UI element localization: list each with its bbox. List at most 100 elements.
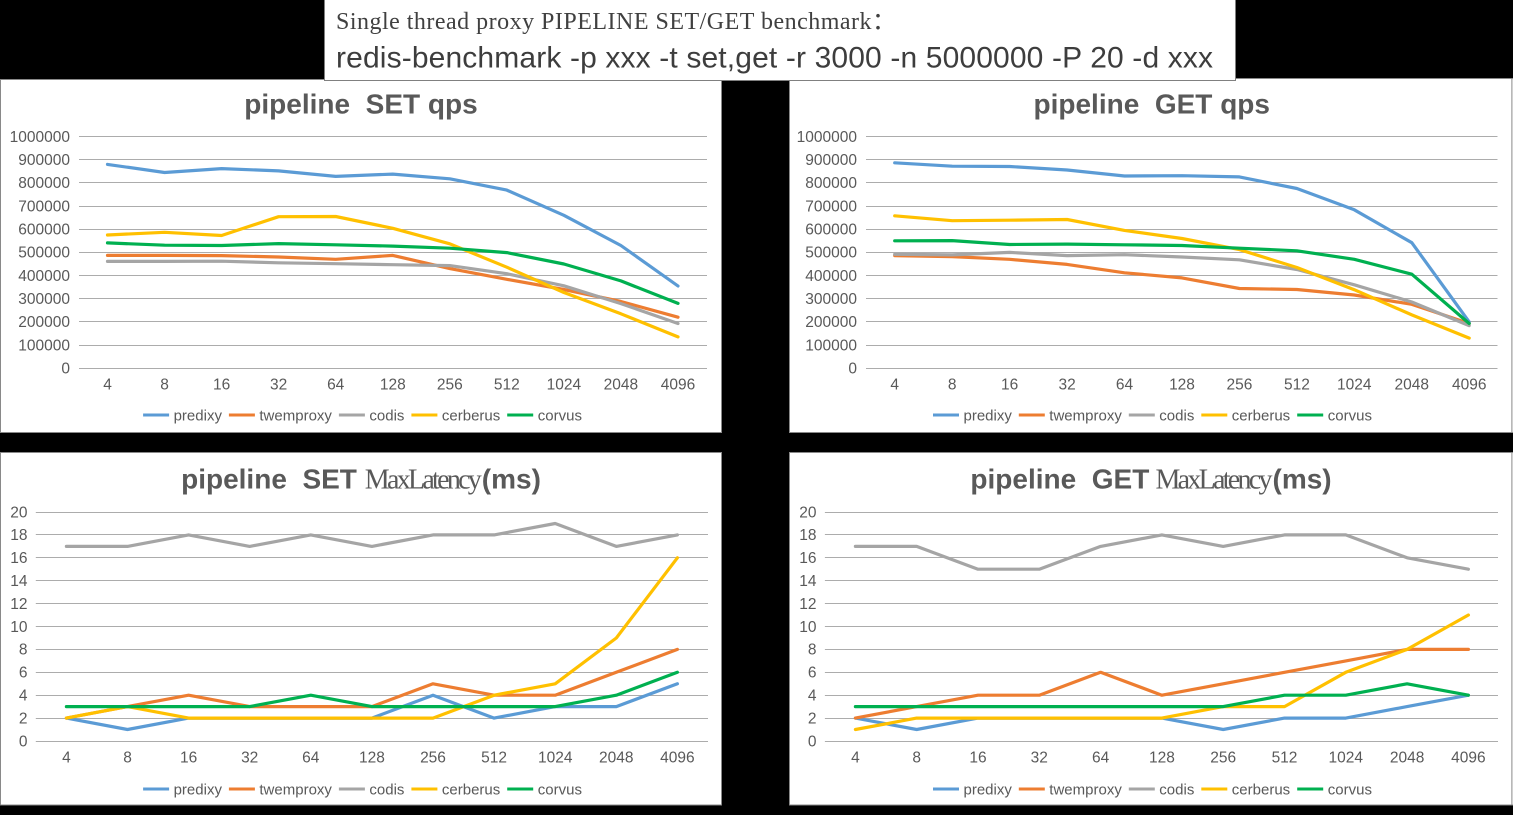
svg-text:predixy: predixy [174,407,223,424]
svg-text:4: 4 [19,688,28,705]
svg-text:100000: 100000 [18,337,70,354]
svg-text:4: 4 [851,750,860,767]
svg-text:100000: 100000 [805,337,857,354]
svg-text:900000: 900000 [18,152,70,169]
svg-text:2048: 2048 [599,750,633,767]
svg-text:4096: 4096 [1452,377,1486,394]
svg-text:0: 0 [808,733,817,750]
svg-text:0: 0 [61,361,70,378]
svg-text:512: 512 [481,750,507,767]
svg-text:400000: 400000 [805,268,857,285]
svg-text:2: 2 [808,710,817,727]
svg-text:18: 18 [799,527,816,544]
svg-text:2: 2 [19,710,28,727]
svg-text:128: 128 [1169,377,1195,394]
svg-text:codis: codis [369,781,404,798]
svg-text:256: 256 [420,750,446,767]
svg-text:20: 20 [799,504,817,521]
svg-text:4096: 4096 [660,750,694,767]
svg-text:MaxLatency: MaxLatency [1156,465,1273,496]
svg-text:twemproxy: twemproxy [259,781,332,798]
svg-text:512: 512 [1284,377,1310,394]
svg-text:128: 128 [359,750,385,767]
svg-text:300000: 300000 [18,291,70,308]
svg-text:32: 32 [241,750,258,767]
svg-text:800000: 800000 [805,175,857,192]
svg-text:128: 128 [1149,750,1175,767]
svg-text:16: 16 [799,550,816,567]
svg-text:predixy: predixy [964,781,1013,798]
svg-text:64: 64 [327,377,345,394]
svg-text:12: 12 [799,596,816,613]
svg-text:2048: 2048 [1390,750,1424,767]
svg-text:700000: 700000 [18,198,70,215]
svg-text:twemproxy: twemproxy [1049,407,1122,424]
svg-text:600000: 600000 [18,222,70,239]
svg-text:4: 4 [62,750,71,767]
svg-text:cerberus: cerberus [442,781,500,798]
svg-text:400000: 400000 [18,268,70,285]
svg-text:8: 8 [948,377,957,394]
svg-text:cerberus: cerberus [442,407,500,424]
svg-text:codis: codis [369,407,404,424]
svg-text:16: 16 [213,377,230,394]
svg-text:pipeline SET: pipeline SET [181,464,365,495]
svg-text:4: 4 [890,377,899,394]
svg-text:codis: codis [1159,407,1194,424]
svg-text:64: 64 [1092,750,1110,767]
svg-text:800000: 800000 [18,175,70,192]
svg-text:redis-benchmark -p xxx -t set,: redis-benchmark -p xxx -t set,get -r 300… [336,42,1213,75]
svg-text:(ms): (ms) [1273,464,1332,495]
svg-text:pipeline GET qps: pipeline GET qps [1034,89,1270,120]
svg-text:32: 32 [270,377,287,394]
svg-text:32: 32 [1031,750,1048,767]
svg-text:256: 256 [437,377,463,394]
svg-text:700000: 700000 [805,198,857,215]
svg-text:2048: 2048 [1395,377,1429,394]
svg-text:4096: 4096 [661,377,695,394]
svg-text:0: 0 [848,361,857,378]
svg-text:MaxLatency: MaxLatency [365,465,482,496]
svg-text:16: 16 [1001,377,1018,394]
svg-text:16: 16 [10,550,27,567]
svg-text:predixy: predixy [174,781,223,798]
svg-text:2048: 2048 [604,377,638,394]
svg-text:512: 512 [494,377,520,394]
svg-text:8: 8 [160,377,169,394]
svg-text:8: 8 [808,642,817,659]
svg-text:500000: 500000 [805,245,857,262]
svg-text:128: 128 [380,377,406,394]
svg-text:16: 16 [969,750,986,767]
svg-text:codis: codis [1159,781,1194,798]
svg-text:8: 8 [912,750,921,767]
svg-text:twemproxy: twemproxy [1049,781,1122,798]
svg-text:1000000: 1000000 [10,129,71,146]
svg-text:(ms): (ms) [482,464,541,495]
svg-text:14: 14 [10,573,28,590]
svg-text:20: 20 [10,504,28,521]
svg-text:300000: 300000 [805,291,857,308]
svg-text:8: 8 [123,750,132,767]
svg-text:18: 18 [10,527,27,544]
svg-text:512: 512 [1272,750,1298,767]
svg-text:corvus: corvus [538,781,582,798]
svg-text:Single thread proxy PIPELINE S: Single thread proxy PIPELINE SET/GET ben… [336,9,896,35]
svg-text:10: 10 [799,619,817,636]
svg-text:4: 4 [808,688,817,705]
svg-text:corvus: corvus [1328,781,1372,798]
svg-text:64: 64 [302,750,320,767]
svg-text:256: 256 [1226,377,1252,394]
svg-text:1024: 1024 [538,750,573,767]
svg-text:twemproxy: twemproxy [259,407,332,424]
svg-text:900000: 900000 [805,152,857,169]
svg-text:16: 16 [180,750,197,767]
svg-text:1000000: 1000000 [797,129,858,146]
svg-text:1024: 1024 [1337,377,1372,394]
svg-text:32: 32 [1058,377,1075,394]
svg-text:200000: 200000 [18,314,70,331]
svg-text:corvus: corvus [538,407,582,424]
svg-text:4: 4 [103,377,112,394]
svg-text:8: 8 [19,642,28,659]
svg-text:pipeline SET qps: pipeline SET qps [244,89,477,120]
svg-text:1024: 1024 [547,377,582,394]
